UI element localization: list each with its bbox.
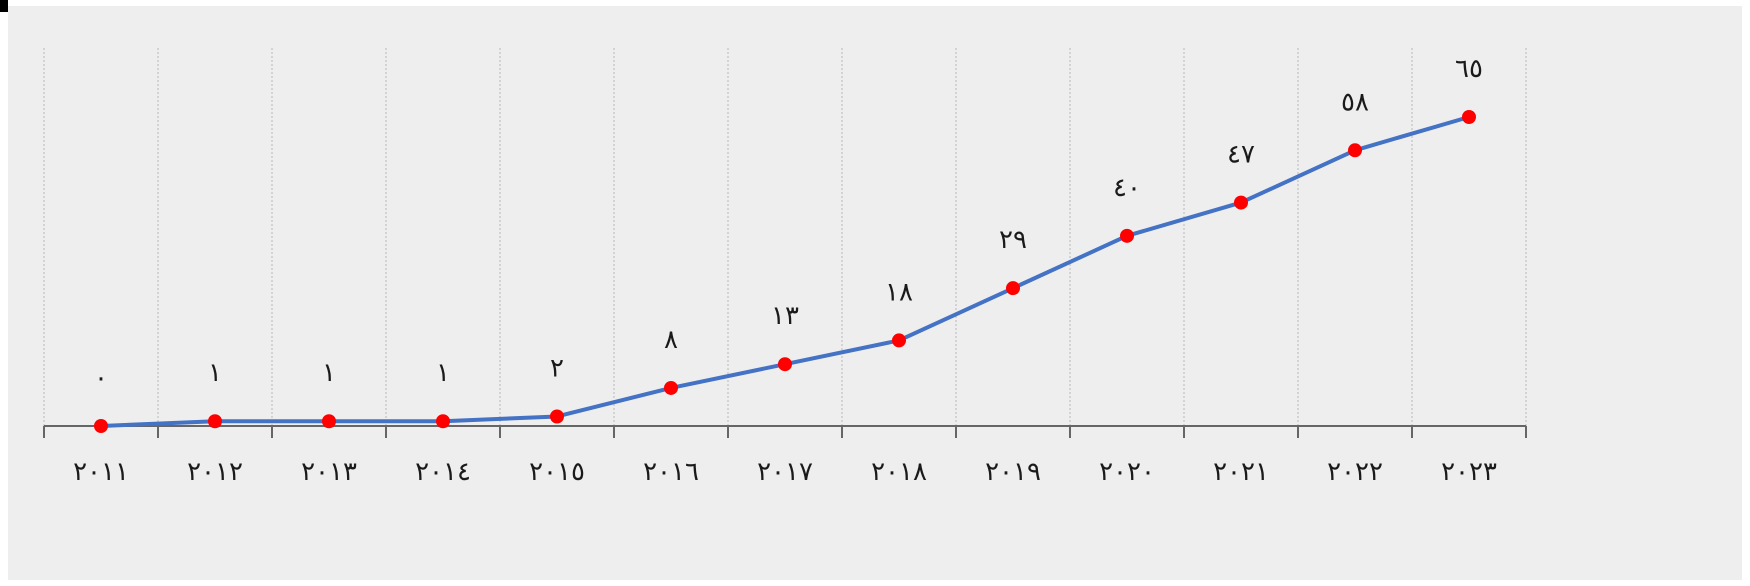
- data-label: ٥٨: [1341, 87, 1369, 117]
- x-tick-label: ٢٠١١: [73, 457, 129, 487]
- x-tick-label: ٢٠٢١: [1213, 457, 1269, 487]
- x-tick-label: ٢٠٢٣: [1441, 457, 1497, 487]
- data-point: [208, 414, 222, 429]
- data-label: ٢: [550, 353, 564, 383]
- vertical-gridlines: [43, 48, 1527, 426]
- series-markers: [94, 110, 1476, 433]
- data-point: [1462, 110, 1476, 124]
- data-label: ٢٩: [999, 225, 1027, 255]
- data-point: [892, 333, 906, 348]
- data-label: ١: [436, 358, 450, 388]
- data-label: ٦٥: [1455, 54, 1483, 84]
- x-axis: [43, 425, 1527, 438]
- data-label: ١٣: [771, 301, 799, 331]
- x-tick-label: ٢٠٢٠: [1099, 457, 1155, 487]
- data-point: [1120, 228, 1134, 243]
- data-label: ١: [322, 358, 336, 388]
- data-point: [778, 357, 792, 372]
- data-label: ٤٧: [1227, 140, 1255, 170]
- data-point: [664, 380, 678, 395]
- data-label: ١٨: [885, 277, 913, 307]
- corner-mark: [0, 0, 8, 12]
- data-label: ٠: [94, 363, 108, 393]
- data-point: [1348, 143, 1362, 158]
- data-point: [322, 414, 336, 429]
- x-tick-label: ٢٠١٤: [415, 457, 471, 487]
- data-labels: ٠ ١ ١ ١ ٢ ٨ ١٣ ١٨ ٢٩ ٤٠ ٤٧ ٥٨ ٦٥: [94, 54, 1483, 393]
- x-tick-label: ٢٠١٦: [643, 457, 699, 487]
- x-tick-label: ٢٠١٨: [871, 457, 927, 487]
- data-point: [550, 409, 564, 424]
- x-tick-label: ٢٠٢٢: [1327, 457, 1383, 487]
- x-tick-labels: ٢٠١١ ٢٠١٢ ٢٠١٣ ٢٠١٤ ٢٠١٥ ٢٠١٦ ٢٠١٧ ٢٠١٨ ٢٠١٩ ٢٠٢٠…: [73, 457, 1497, 487]
- data-point: [436, 414, 450, 429]
- data-label: ٨: [664, 325, 678, 355]
- x-tick-label: ٢٠١٩: [985, 457, 1041, 487]
- x-tick-label: ٢٠١٥: [529, 457, 585, 487]
- x-tick-label: ٢٠١٢: [187, 457, 243, 487]
- x-tick-label: ٢٠١٣: [301, 457, 357, 487]
- data-point: [94, 419, 108, 433]
- data-label: ٤٠: [1113, 173, 1141, 203]
- x-tick-label: ٢٠١٧: [757, 457, 813, 487]
- data-point: [1234, 195, 1248, 210]
- plot-background: [8, 6, 1742, 580]
- data-label: ١: [208, 358, 222, 388]
- data-point: [1006, 281, 1020, 296]
